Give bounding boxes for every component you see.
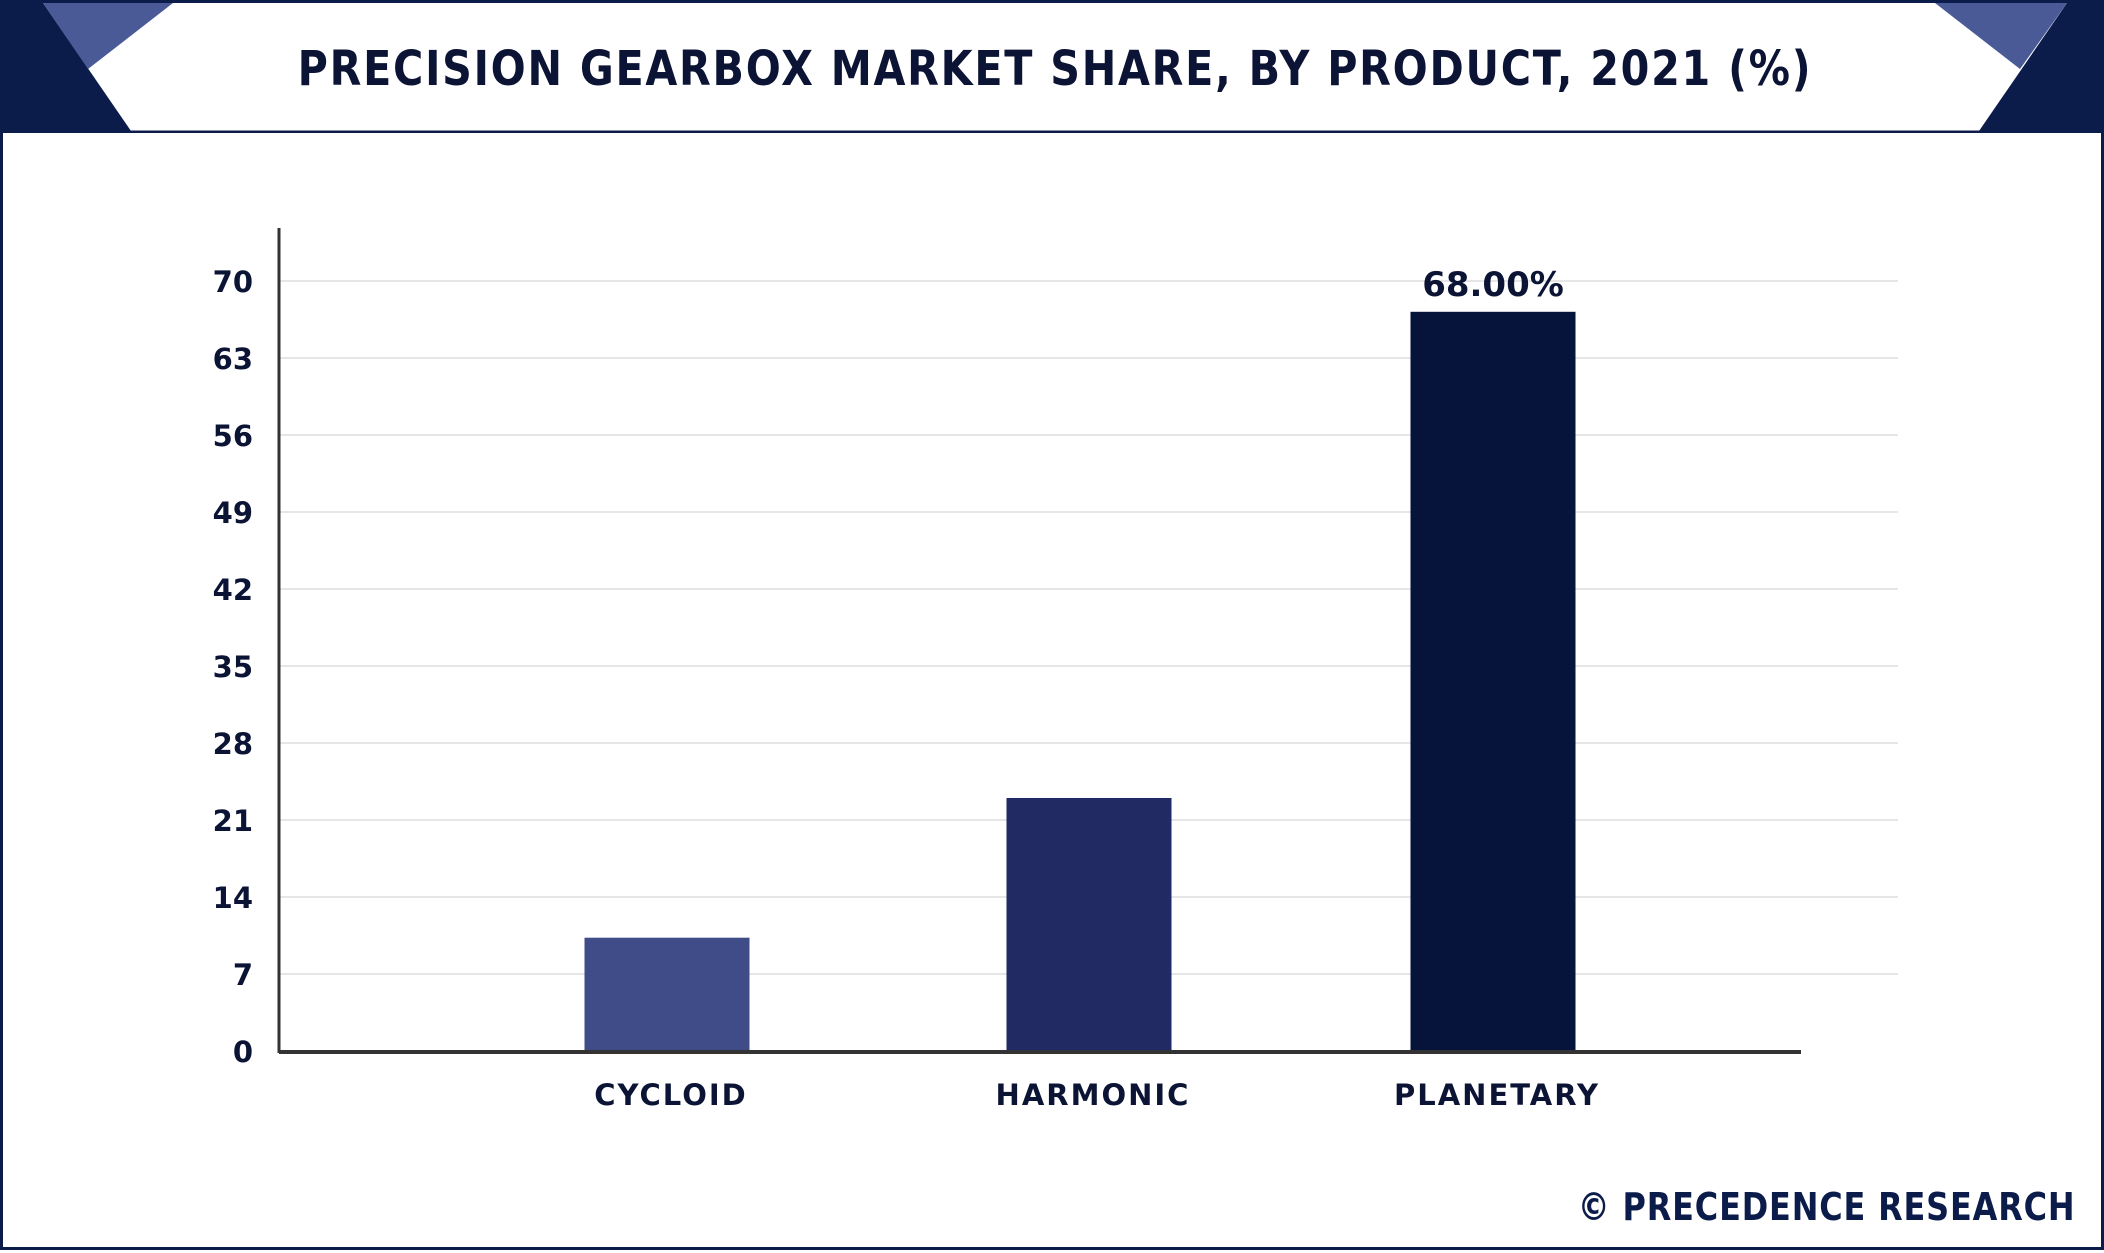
banner-left-accent	[43, 3, 173, 69]
y-tick-label: 70	[213, 265, 253, 299]
y-tick-label: 63	[213, 342, 253, 376]
bar-cycloid	[584, 937, 750, 1051]
bar-harmonic	[1006, 798, 1172, 1051]
bar-planetary	[1410, 311, 1576, 1051]
y-tick-label: 14	[213, 881, 253, 915]
x-axis-labels: CYCLOID HARMONIC PLANETARY	[594, 1078, 1600, 1112]
title-banner: PRECISION GEARBOX MARKET SHARE, BY PRODU…	[3, 3, 2104, 133]
banner-right-accent	[1935, 3, 2067, 69]
data-label: 68.00%	[1422, 265, 1564, 305]
bar-chart: 0 7 14 21 28 35 42 49 56 63 70 CYCLOID HARMONIC PLAN…	[213, 228, 1898, 1112]
y-tick-label: 21	[213, 804, 253, 838]
y-axis-ticks: 0 7 14 21 28 35 42 49 56 63 70	[213, 265, 253, 1069]
bars	[584, 311, 1576, 1051]
banner-white-panel	[43, 3, 2067, 131]
source-credit: © PRECEDENCE RESEARCH	[1577, 1185, 2075, 1229]
x-tick-label: PLANETARY	[1394, 1078, 1600, 1112]
banner-decoration	[3, 3, 2104, 133]
axes	[277, 228, 1801, 1054]
y-tick-label: 35	[213, 650, 253, 684]
chart-title: PRECISION GEARBOX MARKET SHARE, BY PRODU…	[297, 41, 1813, 97]
y-tick-label: 28	[213, 727, 253, 761]
y-tick-label: 42	[213, 573, 253, 607]
y-tick-label: 0	[233, 1035, 253, 1069]
y-tick-label: 49	[213, 496, 253, 530]
y-tick-label: 7	[233, 958, 253, 992]
x-tick-label: CYCLOID	[594, 1078, 748, 1112]
y-tick-label: 56	[213, 419, 253, 453]
x-tick-label: HARMONIC	[996, 1078, 1191, 1112]
data-labels: 68.00%	[1422, 265, 1564, 305]
